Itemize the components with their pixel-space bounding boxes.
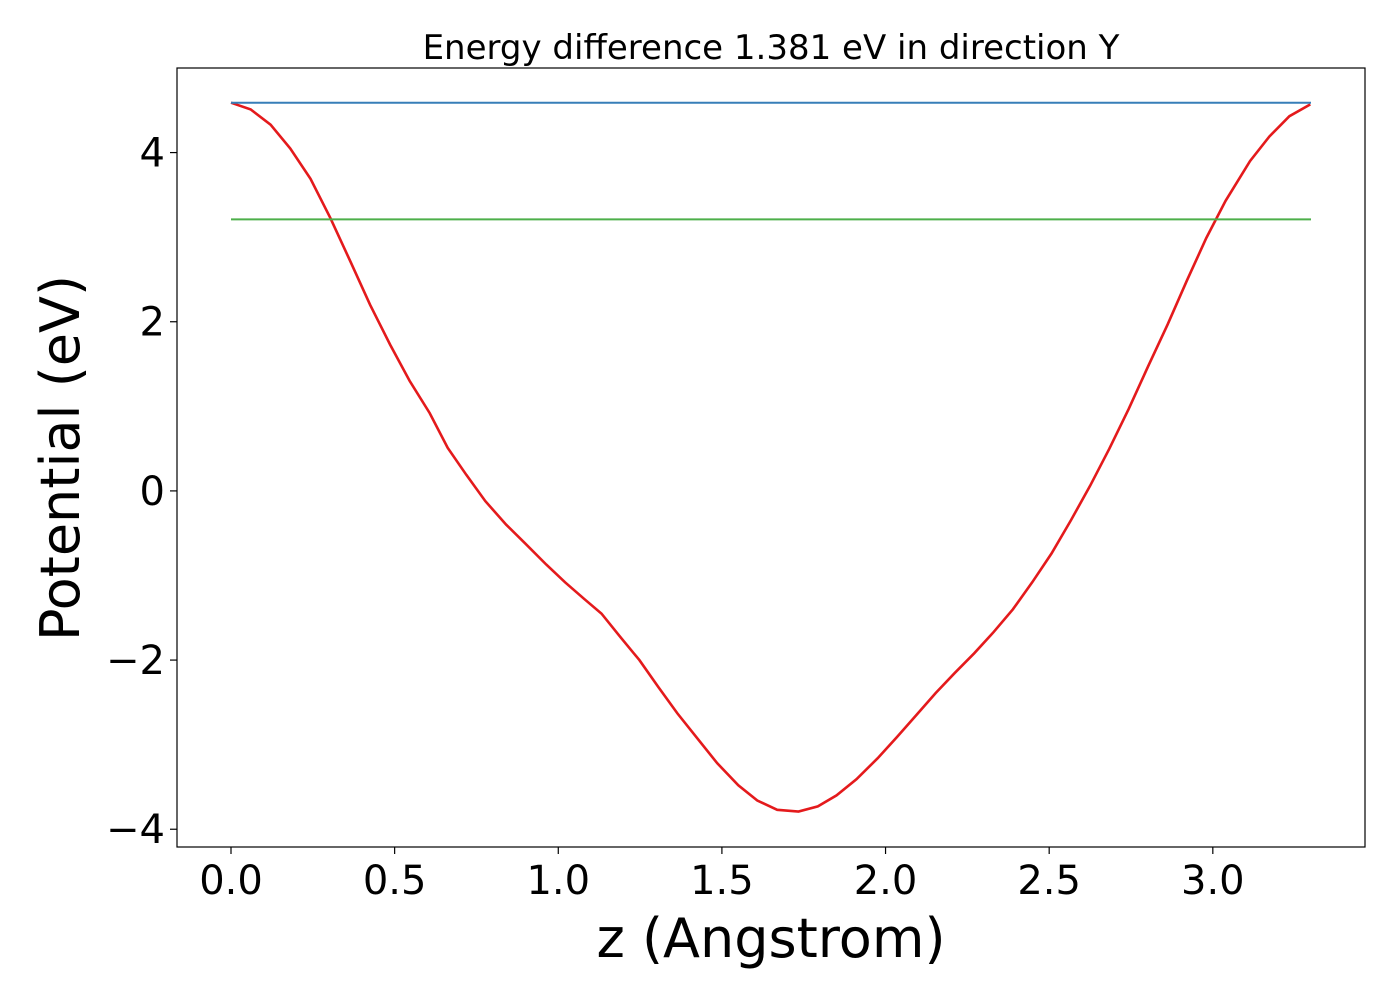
y-tick-label: −2 [106, 638, 165, 684]
x-tick-label: 3.0 [1181, 858, 1245, 904]
x-tick-label: 1.5 [690, 858, 754, 904]
y-tick-label: 2 [140, 300, 165, 346]
plot-area [176, 67, 1366, 848]
x-tick-label: 2.5 [1017, 858, 1081, 904]
y-tick-label: 0 [140, 469, 165, 515]
x-tick-label: 2.0 [854, 858, 918, 904]
x-tick-label: 0.5 [363, 858, 427, 904]
y-axis-label: Potential (eV) [29, 275, 92, 641]
y-tick-label: −4 [106, 807, 165, 853]
chart-title: Energy difference 1.381 eV in direction … [423, 28, 1120, 68]
potential-curve [230, 101, 1311, 813]
x-tick-label: 0.0 [199, 858, 263, 904]
y-tick-label: 4 [140, 131, 165, 177]
x-tick-label: 1.0 [526, 858, 590, 904]
x-axis-label: z (Angstrom) [596, 907, 945, 970]
